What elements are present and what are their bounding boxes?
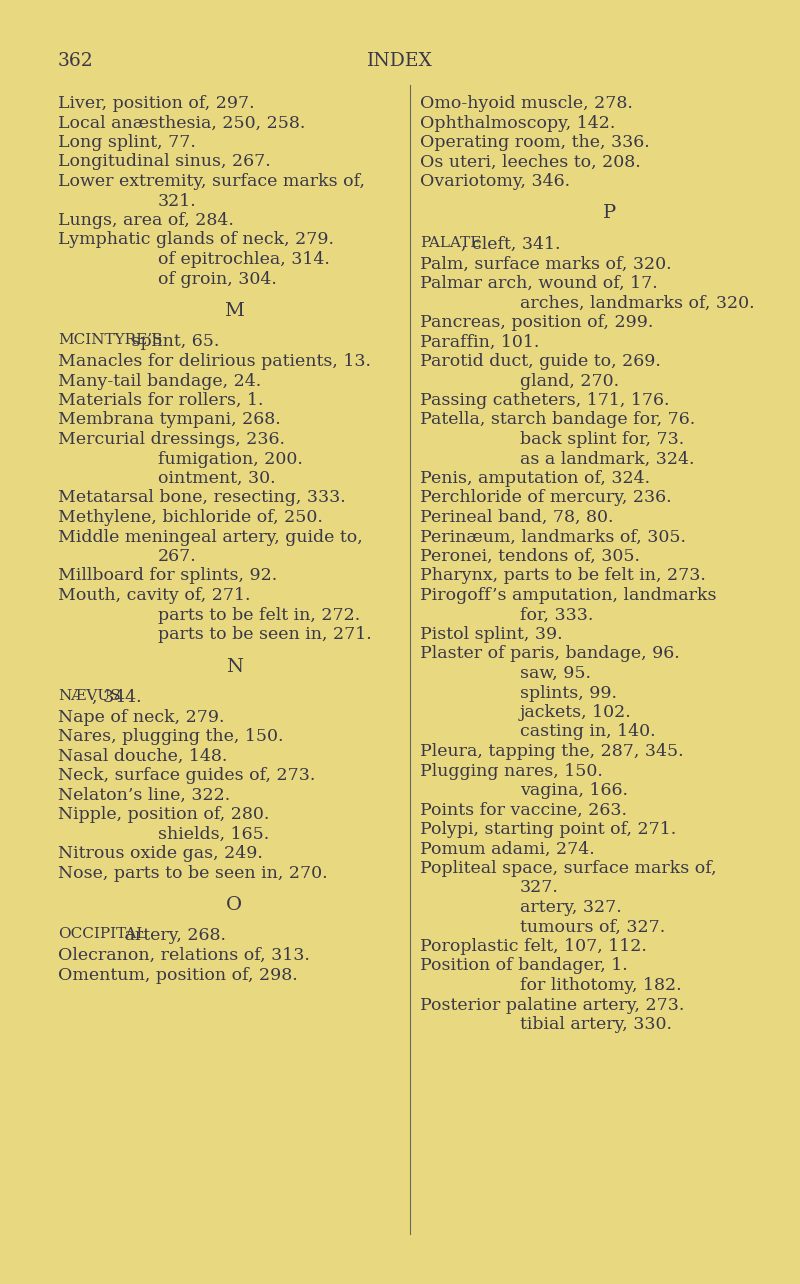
- Text: Methylene, bichloride of, 250.: Methylene, bichloride of, 250.: [58, 508, 323, 526]
- Text: of epitrochlea, 314.: of epitrochlea, 314.: [158, 250, 330, 268]
- Text: splint, 65.: splint, 65.: [126, 334, 219, 351]
- Text: 321.: 321.: [158, 193, 197, 209]
- Text: casting in, 140.: casting in, 140.: [520, 723, 656, 741]
- Text: M: M: [224, 302, 244, 320]
- Text: fumigation, 200.: fumigation, 200.: [158, 451, 303, 467]
- Text: Pleura, tapping the, 287, 345.: Pleura, tapping the, 287, 345.: [420, 743, 684, 760]
- Text: Millboard for splints, 92.: Millboard for splints, 92.: [58, 568, 278, 584]
- Text: INDEX: INDEX: [367, 51, 433, 71]
- Text: Penis, amputation of, 324.: Penis, amputation of, 324.: [420, 470, 650, 487]
- Text: Pirogoff’s amputation, landmarks: Pirogoff’s amputation, landmarks: [420, 587, 717, 603]
- Text: Liver, position of, 297.: Liver, position of, 297.: [58, 95, 254, 112]
- Text: MCINTYRE’S: MCINTYRE’S: [58, 334, 162, 348]
- Text: shields, 165.: shields, 165.: [158, 826, 270, 842]
- Text: Nelaton’s line, 322.: Nelaton’s line, 322.: [58, 787, 230, 804]
- Text: Plaster of paris, bandage, 96.: Plaster of paris, bandage, 96.: [420, 646, 680, 663]
- Text: 362: 362: [58, 51, 94, 71]
- Text: Popliteal space, surface marks of,: Popliteal space, surface marks of,: [420, 860, 717, 877]
- Text: Nares, plugging the, 150.: Nares, plugging the, 150.: [58, 728, 283, 745]
- Text: Os uteri, leeches to, 208.: Os uteri, leeches to, 208.: [420, 154, 641, 171]
- Text: Perinæum, landmarks of, 305.: Perinæum, landmarks of, 305.: [420, 529, 686, 546]
- Text: Lower extremity, surface marks of,: Lower extremity, surface marks of,: [58, 173, 365, 190]
- Text: Middle meningeal artery, guide to,: Middle meningeal artery, guide to,: [58, 529, 362, 546]
- Text: 267.: 267.: [158, 548, 197, 565]
- Text: Lungs, area of, 284.: Lungs, area of, 284.: [58, 212, 234, 229]
- Text: , 344.: , 344.: [92, 690, 142, 706]
- Text: Nitrous oxide gas, 249.: Nitrous oxide gas, 249.: [58, 845, 263, 862]
- Text: Mouth, cavity of, 271.: Mouth, cavity of, 271.: [58, 587, 250, 603]
- Text: Patella, starch bandage for, 76.: Patella, starch bandage for, 76.: [420, 411, 695, 429]
- Text: Perchloride of mercury, 236.: Perchloride of mercury, 236.: [420, 489, 672, 506]
- Text: Pancreas, position of, 299.: Pancreas, position of, 299.: [420, 315, 654, 331]
- Text: of groin, 304.: of groin, 304.: [158, 271, 277, 288]
- Text: parts to be seen in, 271.: parts to be seen in, 271.: [158, 627, 372, 643]
- Text: Membrana tympani, 268.: Membrana tympani, 268.: [58, 411, 281, 429]
- Text: Mercurial dressings, 236.: Mercurial dressings, 236.: [58, 431, 285, 448]
- Text: Neck, surface guides of, 273.: Neck, surface guides of, 273.: [58, 767, 315, 785]
- Text: Nose, parts to be seen in, 270.: Nose, parts to be seen in, 270.: [58, 864, 328, 882]
- Text: Passing catheters, 171, 176.: Passing catheters, 171, 176.: [420, 392, 670, 410]
- Text: 327.: 327.: [520, 880, 559, 896]
- Text: Ovariotomy, 346.: Ovariotomy, 346.: [420, 173, 570, 190]
- Text: Posterior palatine artery, 273.: Posterior palatine artery, 273.: [420, 996, 684, 1013]
- Text: Parotid duct, guide to, 269.: Parotid duct, guide to, 269.: [420, 353, 661, 370]
- Text: arches, landmarks of, 320.: arches, landmarks of, 320.: [520, 294, 754, 312]
- Text: NÆVUS: NÆVUS: [58, 690, 121, 704]
- Text: Peronei, tendons of, 305.: Peronei, tendons of, 305.: [420, 548, 640, 565]
- Text: , cleft, 341.: , cleft, 341.: [461, 236, 561, 253]
- Text: Nipple, position of, 280.: Nipple, position of, 280.: [58, 806, 270, 823]
- Text: Local anæsthesia, 250, 258.: Local anæsthesia, 250, 258.: [58, 114, 306, 131]
- Text: N: N: [226, 657, 242, 675]
- Text: Operating room, the, 336.: Operating room, the, 336.: [420, 134, 650, 152]
- Text: artery, 327.: artery, 327.: [520, 899, 622, 915]
- Text: Ophthalmoscopy, 142.: Ophthalmoscopy, 142.: [420, 114, 615, 131]
- Text: for, 333.: for, 333.: [520, 606, 594, 624]
- Text: Many-tail bandage, 24.: Many-tail bandage, 24.: [58, 372, 262, 389]
- Text: PALATE: PALATE: [420, 236, 482, 250]
- Text: Points for vaccine, 263.: Points for vaccine, 263.: [420, 801, 627, 818]
- Text: Pharynx, parts to be felt in, 273.: Pharynx, parts to be felt in, 273.: [420, 568, 706, 584]
- Text: parts to be felt in, 272.: parts to be felt in, 272.: [158, 606, 360, 624]
- Text: Metatarsal bone, resecting, 333.: Metatarsal bone, resecting, 333.: [58, 489, 346, 506]
- Text: Olecranon, relations of, 313.: Olecranon, relations of, 313.: [58, 948, 310, 964]
- Text: Pomum adami, 274.: Pomum adami, 274.: [420, 841, 594, 858]
- Text: Polypi, starting point of, 271.: Polypi, starting point of, 271.: [420, 820, 676, 838]
- Text: Long splint, 77.: Long splint, 77.: [58, 134, 196, 152]
- Text: Pistol splint, 39.: Pistol splint, 39.: [420, 627, 562, 643]
- Text: for lithotomy, 182.: for lithotomy, 182.: [520, 977, 682, 994]
- Text: Materials for rollers, 1.: Materials for rollers, 1.: [58, 392, 263, 410]
- Text: Omo-hyoid muscle, 278.: Omo-hyoid muscle, 278.: [420, 95, 633, 112]
- Text: as a landmark, 324.: as a landmark, 324.: [520, 451, 694, 467]
- Text: Nasal douche, 148.: Nasal douche, 148.: [58, 747, 227, 764]
- Text: Poroplastic felt, 107, 112.: Poroplastic felt, 107, 112.: [420, 939, 647, 955]
- Text: Longitudinal sinus, 267.: Longitudinal sinus, 267.: [58, 154, 270, 171]
- Text: Position of bandager, 1.: Position of bandager, 1.: [420, 958, 628, 975]
- Text: vagina, 166.: vagina, 166.: [520, 782, 628, 799]
- Text: Palmar arch, wound of, 17.: Palmar arch, wound of, 17.: [420, 275, 658, 291]
- Text: artery, 268.: artery, 268.: [119, 927, 226, 945]
- Text: tibial artery, 330.: tibial artery, 330.: [520, 1016, 672, 1034]
- Text: O: O: [226, 896, 242, 914]
- Text: Nape of neck, 279.: Nape of neck, 279.: [58, 709, 225, 725]
- Text: ointment, 30.: ointment, 30.: [158, 470, 276, 487]
- Text: splints, 99.: splints, 99.: [520, 684, 617, 701]
- Text: Perineal band, 78, 80.: Perineal band, 78, 80.: [420, 508, 614, 526]
- Text: Paraffin, 101.: Paraffin, 101.: [420, 334, 539, 351]
- Text: jackets, 102.: jackets, 102.: [520, 704, 632, 722]
- Text: Lymphatic glands of neck, 279.: Lymphatic glands of neck, 279.: [58, 231, 334, 249]
- Text: P: P: [603, 204, 617, 222]
- Text: Omentum, position of, 298.: Omentum, position of, 298.: [58, 967, 298, 984]
- Text: OCCIPITAL: OCCIPITAL: [58, 927, 146, 941]
- Text: back splint for, 73.: back splint for, 73.: [520, 431, 684, 448]
- Text: tumours of, 327.: tumours of, 327.: [520, 918, 666, 936]
- Text: Plugging nares, 150.: Plugging nares, 150.: [420, 763, 603, 779]
- Text: saw, 95.: saw, 95.: [520, 665, 591, 682]
- Text: Manacles for delirious patients, 13.: Manacles for delirious patients, 13.: [58, 353, 371, 370]
- Text: gland, 270.: gland, 270.: [520, 372, 619, 389]
- Text: Palm, surface marks of, 320.: Palm, surface marks of, 320.: [420, 256, 672, 272]
